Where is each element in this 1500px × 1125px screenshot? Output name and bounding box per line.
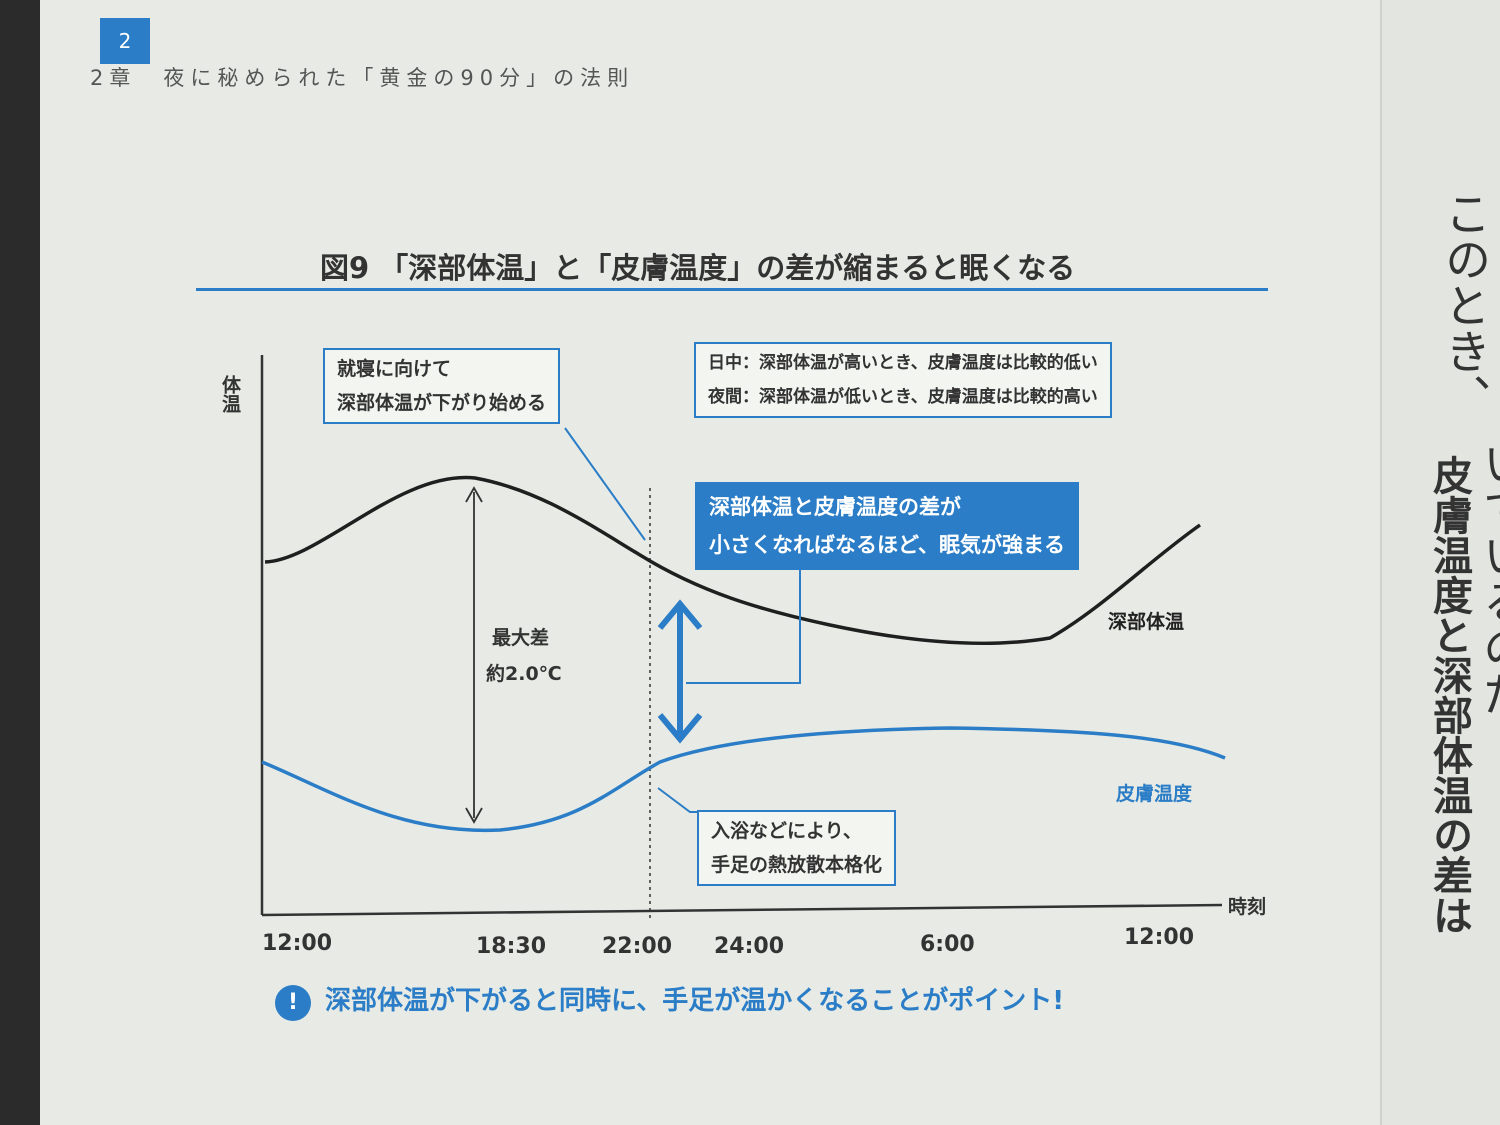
x-axis-label: 時刻: [1228, 895, 1266, 918]
gap-arrowhead-bottom: [657, 713, 703, 744]
max-diff-arrowhead-bottom: [465, 807, 483, 824]
max-diff-arrowhead-top: [465, 486, 483, 503]
x-tick: 22:00: [602, 934, 672, 959]
callout-bedtime-line2: 深部体温が下がり始める: [337, 392, 547, 414]
callout-key-line2: 小さくなればなるほど、眠気が強まる: [709, 533, 1065, 557]
callout-bath-line1: 入浴などにより、: [711, 820, 862, 842]
callout-day-line: 日中：深部体温が高いとき、皮膚温度は比較的低い: [708, 353, 1098, 373]
x-tick: 6:00: [920, 932, 975, 957]
book-page-right: [1380, 0, 1500, 1125]
x-tick: 12:00: [1124, 925, 1194, 950]
page-number-badge: 2: [100, 18, 150, 64]
figure-title: 図9 「深部体温」と「皮膚温度」の差が縮まると眠くなる: [320, 251, 1076, 285]
title-rule: [196, 288, 1268, 291]
callout-night-line: 夜間：深部体温が低いとき、皮膚温度は比較的高い: [708, 387, 1098, 407]
x-tick: 24:00: [714, 934, 784, 959]
leader-key: [686, 565, 801, 684]
leader-bath: [657, 787, 700, 813]
callout-key-line1: 深部体温と皮膚温度の差が: [709, 495, 961, 519]
skin-temp-label: 皮膚温度: [1116, 782, 1193, 805]
callout-key-point: 深部体温と皮膚温度の差が 小さくなればなるほど、眠気が強まる: [695, 482, 1079, 570]
exclamation-icon: !: [275, 985, 311, 1021]
chapter-header: 2章 夜に秘められた「黄金の90分」の法則: [90, 66, 635, 90]
callout-bath: 入浴などにより、 手足の熱放散本格化: [697, 810, 897, 886]
right-page-column-1: このとき、: [1438, 190, 1492, 420]
point-note: ! 深部体温が下がると同時に、手足が温かくなることがポイント!: [275, 980, 1064, 1021]
callout-bedtime: 就寝に向けて 深部体温が下がり始める: [323, 348, 561, 424]
callout-bedtime-line1: 就寝に向けて: [337, 358, 452, 380]
callout-day-night: 日中：深部体温が高いとき、皮膚温度は比較的低い 夜間：深部体温が低いとき、皮膚温…: [694, 342, 1112, 418]
y-axis-label: 体温: [219, 374, 241, 413]
skin-temp-curve: [261, 726, 1226, 833]
max-diff-value: 約2.0℃: [486, 662, 562, 685]
point-text: 深部体温が下がると同時に、手足が温かくなることがポイント!: [325, 986, 1065, 1016]
x-axis: [261, 903, 1223, 917]
core-temp-label: 深部体温: [1108, 610, 1184, 633]
max-diff-label: 最大差: [492, 626, 549, 649]
gap-arrowhead-top: [657, 599, 703, 630]
x-tick: 12:00: [262, 931, 332, 956]
right-page-column-2: 皮膚温度と深部体温の差は: [1426, 455, 1472, 935]
core-temp-curve: [264, 475, 1202, 646]
right-page-column-3: いているのだ。: [1476, 440, 1500, 762]
callout-bath-line2: 手足の熱放散本格化: [711, 854, 883, 876]
x-tick: 18:30: [476, 934, 546, 959]
leader-bedtime: [564, 427, 646, 541]
